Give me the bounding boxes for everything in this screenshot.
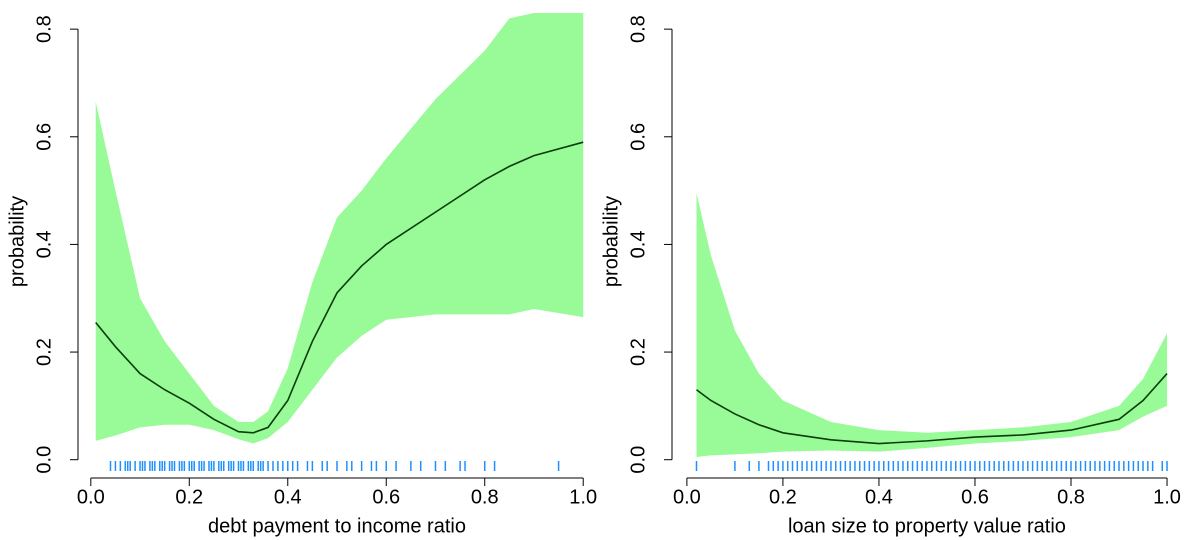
x-tick-label: 0.2: [769, 486, 797, 508]
x-tick-label: 0.8: [471, 486, 499, 508]
x-tick-label: 0.2: [175, 486, 203, 508]
confidence-band: [696, 193, 1168, 458]
y-tick-label: 0.2: [627, 338, 649, 366]
fit-line: [696, 373, 1168, 445]
x-tick-label: 0.0: [77, 486, 105, 508]
confidence-band: [95, 13, 584, 444]
x-tick-label: 0.4: [865, 486, 893, 508]
fit-line: [95, 141, 584, 434]
y-axis-label: probability: [600, 196, 622, 287]
y-tick-label: 0.6: [627, 123, 649, 151]
x-tick-label: 0.0: [673, 486, 701, 508]
y-tick-label: 0.8: [33, 15, 55, 43]
y-tick-label: 0.4: [33, 231, 55, 259]
x-tick-label: 1.0: [1153, 486, 1181, 508]
y-tick-label: 0.6: [33, 123, 55, 151]
x-tick-label: 0.4: [274, 486, 302, 508]
x-tick-label: 0.6: [961, 486, 989, 508]
x-tick-label: 1.0: [569, 486, 597, 508]
x-axis-label: loan size to property value ratio: [788, 515, 1066, 537]
y-tick-label: 0.8: [627, 15, 649, 43]
x-tick-label: 0.6: [372, 486, 400, 508]
y-tick-label: 0.2: [33, 338, 55, 366]
y-axis-label: probability: [6, 196, 28, 287]
x-axis-label: debt payment to income ratio: [208, 515, 466, 537]
y-tick-label: 0.0: [627, 446, 649, 474]
x-tick-label: 0.8: [1057, 486, 1085, 508]
y-tick-label: 0.4: [627, 231, 649, 259]
y-tick-label: 0.0: [33, 446, 55, 474]
